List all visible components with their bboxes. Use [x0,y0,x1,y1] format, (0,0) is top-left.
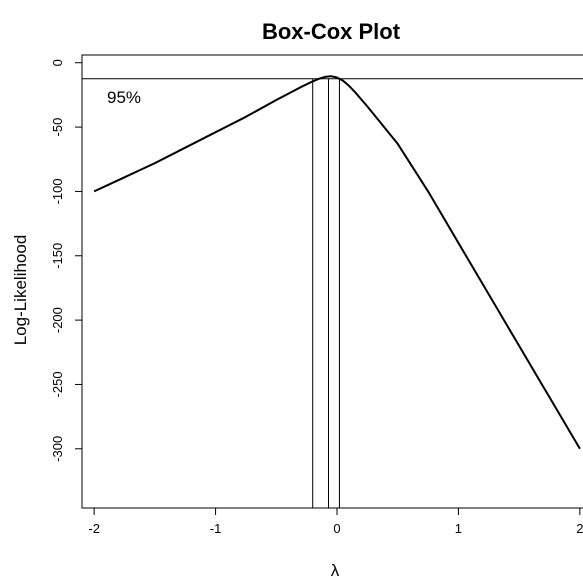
x-axis-label: λ [331,561,340,579]
y-tick-label: -200 [50,307,65,333]
x-tick-label: 1 [455,521,462,536]
log-likelihood-curve [93,75,581,450]
y-axis: 0 -50 -100 -150 -200 -250 -300 [50,59,83,462]
y-tick-label: -150 [50,243,65,269]
y-axis-label: Log-Likelihood [11,235,30,346]
chart-title: Box-Cox Plot [262,19,401,44]
plot-box [81,54,583,509]
y-tick-label: 0 [50,59,65,66]
x-axis: -2 -1 0 1 2 [88,507,583,536]
ci-label: 95% [107,88,141,107]
y-tick-label: -100 [50,178,65,204]
x-tick-label: -1 [210,521,222,536]
x-tick-label: 2 [576,521,583,536]
y-tick-label: -250 [50,371,65,397]
y-tick-label: -50 [50,118,65,137]
y-tick-label: -300 [50,436,65,462]
x-tick-label: 0 [333,521,340,536]
chart-marks [82,75,583,508]
x-tick-label: -2 [88,521,100,536]
